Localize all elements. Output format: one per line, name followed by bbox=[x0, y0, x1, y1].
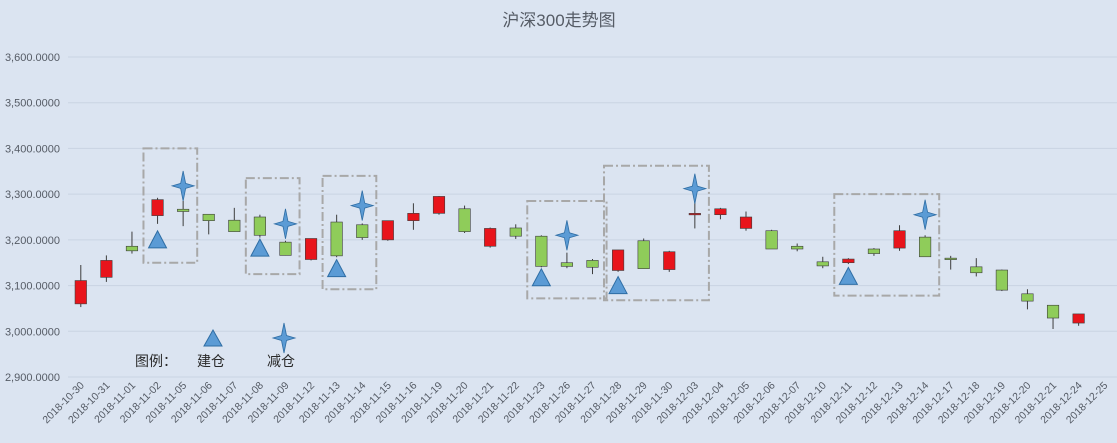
y-tick-label: 3,400.0000 bbox=[5, 143, 60, 155]
candle-body bbox=[842, 258, 855, 264]
candle-layer bbox=[74, 194, 1085, 329]
highlight-box bbox=[526, 200, 608, 300]
candle-body bbox=[612, 249, 625, 271]
candle-body bbox=[791, 245, 804, 250]
candle-body bbox=[919, 236, 932, 258]
candle-body bbox=[1072, 313, 1085, 324]
legend-sell-icon bbox=[271, 322, 297, 354]
candle-body bbox=[74, 280, 87, 305]
sell-marker bbox=[349, 190, 375, 221]
candle-body bbox=[970, 266, 983, 274]
y-axis-ticks: 2,900.0000 3,000.0000 3,100.0000 3,200.0000… bbox=[5, 52, 60, 384]
y-tick-label: 3,000.0000 bbox=[5, 326, 60, 338]
legend-buy-icon bbox=[203, 328, 223, 347]
candle-body bbox=[637, 240, 650, 269]
candle-body bbox=[765, 230, 778, 250]
candle-body bbox=[1046, 304, 1060, 319]
buy-marker bbox=[250, 238, 270, 257]
candle-body bbox=[407, 213, 420, 221]
sell-marker bbox=[170, 170, 196, 201]
legend-label: 图例： bbox=[135, 353, 177, 369]
candle-body bbox=[1021, 293, 1034, 302]
candle-body bbox=[714, 208, 727, 216]
y-tick-label: 2,900.0000 bbox=[5, 372, 60, 384]
candle-body bbox=[330, 221, 343, 257]
legend-sell-label: 减仓 bbox=[267, 353, 295, 369]
candle-body bbox=[944, 257, 957, 260]
candle-body bbox=[560, 262, 573, 267]
buy-marker bbox=[147, 229, 168, 249]
highlight-box bbox=[833, 193, 941, 297]
candle-body bbox=[867, 248, 880, 254]
highlight-box bbox=[244, 177, 301, 276]
candle-body bbox=[535, 235, 548, 267]
sell-marker bbox=[682, 173, 708, 204]
candle-body bbox=[586, 260, 599, 268]
candle-body bbox=[151, 199, 164, 216]
y-tick-label: 3,600.0000 bbox=[5, 52, 60, 64]
x-axis-ticks: 2018-10-302018-10-312018-11-012018-11-02… bbox=[40, 380, 1110, 427]
candle-body bbox=[381, 220, 394, 241]
candle-body bbox=[509, 227, 522, 237]
marker-layer bbox=[147, 170, 938, 295]
highlight-box bbox=[142, 147, 199, 264]
sell-marker bbox=[554, 220, 580, 251]
candle-body bbox=[432, 196, 446, 214]
candle-body bbox=[228, 219, 241, 232]
buy-marker bbox=[608, 275, 628, 295]
candle-body bbox=[739, 216, 753, 229]
candle-body bbox=[305, 238, 318, 260]
chart-title: 沪深300走势图 bbox=[502, 11, 615, 30]
candle-body bbox=[663, 251, 676, 270]
sell-marker bbox=[273, 208, 298, 239]
candle-body bbox=[816, 261, 829, 267]
candle-body bbox=[100, 260, 113, 278]
candle-body bbox=[202, 213, 215, 221]
candle-body bbox=[458, 208, 471, 232]
legend: 图例： 建仓 减仓 bbox=[135, 322, 297, 369]
candle-body bbox=[484, 228, 497, 247]
candle-body bbox=[995, 269, 1008, 291]
candle-body bbox=[125, 245, 139, 252]
legend-buy-label: 建仓 bbox=[197, 353, 225, 369]
buy-marker bbox=[531, 267, 552, 287]
buy-marker bbox=[838, 266, 859, 285]
candle-body bbox=[177, 208, 190, 212]
candle-body bbox=[893, 230, 906, 249]
candle-body bbox=[279, 241, 292, 256]
sell-marker bbox=[912, 199, 938, 230]
y-tick-label: 3,100.0000 bbox=[5, 281, 60, 293]
y-tick-label: 3,200.0000 bbox=[5, 235, 60, 247]
candle-body bbox=[253, 216, 266, 236]
candle-body bbox=[356, 224, 369, 238]
highlight-box bbox=[603, 164, 710, 302]
candle-body bbox=[688, 213, 701, 216]
buy-marker bbox=[326, 258, 347, 278]
highlight-box-layer bbox=[142, 147, 941, 302]
y-tick-label: 3,500.0000 bbox=[5, 98, 60, 110]
highlight-box bbox=[321, 174, 378, 291]
grid-layer bbox=[68, 56, 1117, 378]
y-tick-label: 3,300.0000 bbox=[5, 189, 60, 201]
